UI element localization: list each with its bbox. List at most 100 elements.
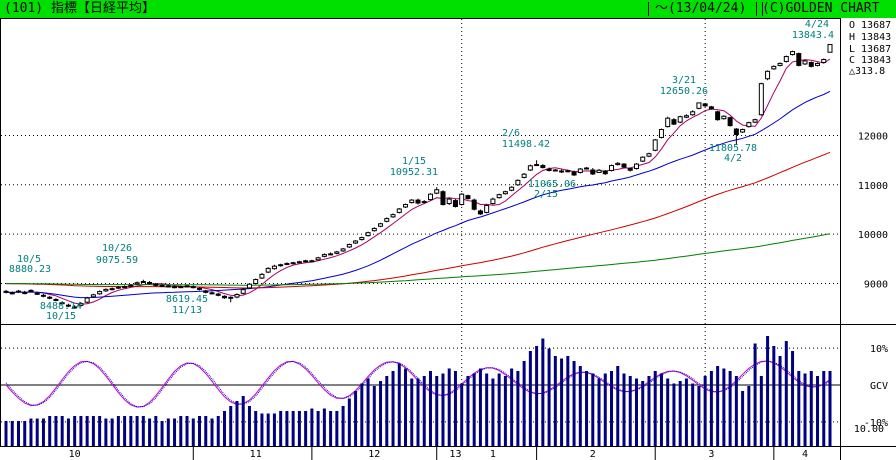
price-annotation: 8619.45 [166, 294, 208, 305]
candle-body [47, 296, 53, 299]
volume-bar [173, 418, 177, 446]
price-tick-label: 11000 [858, 181, 888, 192]
price-annotation: 8880.23 [9, 264, 51, 275]
candle-body [609, 165, 615, 171]
candlestick [122, 285, 128, 289]
candle-body [471, 199, 477, 210]
candle-body [97, 291, 103, 295]
candlestick [596, 169, 602, 173]
volume-bar [797, 371, 801, 446]
price-annotation: 3/21 [672, 75, 696, 86]
volume-bar [79, 416, 83, 446]
month-label: 12 [368, 449, 380, 460]
volume-bar [404, 368, 408, 446]
title-separator [762, 2, 763, 16]
volume-bar [428, 371, 432, 446]
volume-bar [304, 411, 308, 446]
candle-body [783, 56, 789, 62]
candlestick [353, 240, 359, 244]
volume-bar [803, 373, 807, 446]
candle-body [633, 163, 639, 170]
volume-bar [741, 391, 745, 446]
candlestick [540, 164, 546, 169]
month-label: 3 [708, 449, 714, 460]
candlestick [534, 160, 540, 167]
candle-body [477, 210, 483, 215]
volume-bar [653, 371, 657, 446]
candle-body [790, 51, 796, 56]
volume-bar [541, 338, 545, 446]
volume-bar [491, 378, 495, 446]
candlestick [140, 279, 146, 283]
candle-body [340, 248, 346, 252]
volume-bar [4, 421, 8, 446]
candle-body [421, 201, 427, 204]
volume-bar [709, 371, 713, 446]
candlestick [340, 247, 346, 252]
candle-body [677, 116, 683, 123]
candlestick [403, 203, 409, 208]
candlestick [240, 288, 246, 295]
candle-body [821, 58, 827, 63]
volume-bar [222, 411, 226, 446]
volume-bar [728, 371, 732, 446]
candle-body [209, 292, 215, 295]
month-label: 4 [802, 449, 808, 460]
volume-bar [747, 386, 751, 446]
candlestick [758, 82, 764, 116]
candle-body [221, 295, 227, 299]
candle-body [59, 302, 65, 305]
candle-body [440, 191, 446, 206]
volume-bar [691, 383, 695, 446]
candlestick [197, 286, 203, 291]
candlestick [465, 194, 471, 200]
candle-body [490, 198, 496, 205]
candle-body [652, 139, 658, 151]
candlestick [509, 186, 515, 192]
gcv-tick-label: -10% [864, 418, 888, 429]
gcv-signal-line [5, 360, 831, 408]
candle-body [240, 289, 246, 294]
candle-body [22, 292, 28, 295]
candlestick [421, 200, 427, 204]
candlestick [796, 52, 802, 67]
candle-body [153, 283, 159, 286]
volume-bar [453, 371, 457, 446]
candlestick [28, 289, 34, 292]
candle-body [708, 106, 714, 110]
volume-bar [591, 373, 595, 446]
candlestick [278, 263, 284, 267]
candlestick [771, 65, 777, 70]
candle-body [115, 286, 121, 289]
brand-label: (C)GOLDEN CHART [762, 1, 880, 16]
volume-bar [516, 371, 520, 446]
title-separator [648, 2, 649, 16]
candlestick [715, 110, 721, 121]
candlestick [271, 264, 277, 270]
candle-body [109, 288, 115, 291]
volume-bar [485, 373, 489, 446]
candlestick [696, 102, 702, 110]
quote-close: C 13843 [849, 55, 891, 66]
candle-body [28, 289, 34, 292]
candlestick [752, 118, 758, 124]
volume-bar [659, 373, 663, 446]
volume-bar [603, 373, 607, 446]
candlestick [103, 288, 109, 292]
volume-bar [354, 391, 358, 446]
candlestick [334, 250, 340, 255]
candle-body [715, 111, 721, 121]
candle-body [78, 303, 84, 306]
candle-body [378, 223, 384, 227]
chart-title: (101) 指標【日経平均】 [4, 0, 155, 18]
candle-body [696, 102, 702, 109]
volume-bar [191, 418, 195, 446]
volume-bars [4, 336, 832, 446]
candle-body [290, 262, 296, 265]
volume-bar [35, 418, 39, 446]
candle-body [259, 273, 265, 279]
volume-bar [435, 376, 439, 446]
candle-body [758, 83, 764, 116]
volume-bar [341, 406, 345, 446]
candlestick [765, 70, 771, 81]
